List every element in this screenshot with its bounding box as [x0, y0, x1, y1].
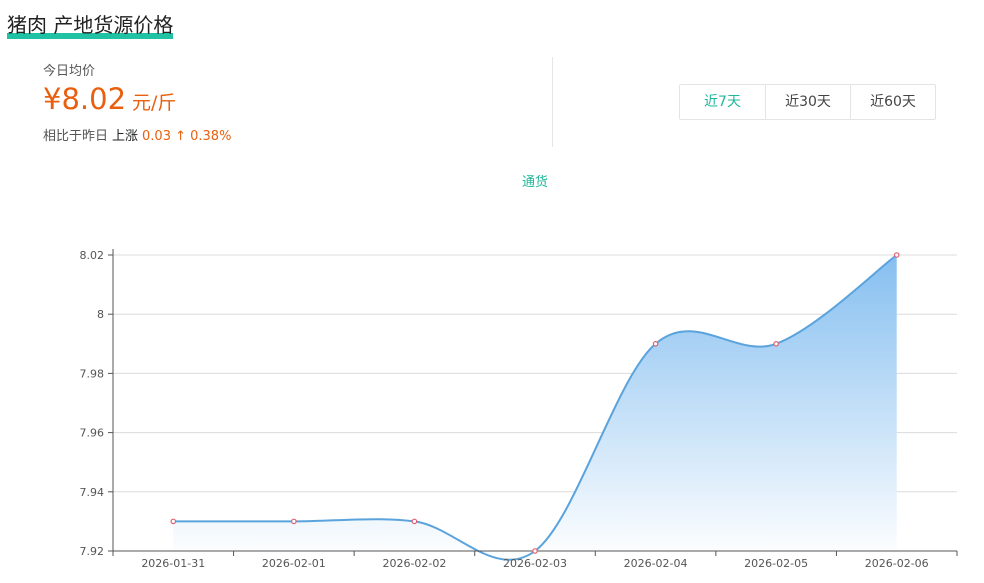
data-point[interactable]: [291, 518, 297, 525]
avg-price-value: ¥8.02: [43, 82, 127, 116]
y-tick-label: 7.94: [80, 486, 105, 499]
y-tick-label: 7.98: [80, 367, 105, 380]
price-chart: 通货 7.92 7.94 7.96 7.98 8 8.02 2026-01-31 2026-…: [0, 165, 984, 583]
tab-60-days[interactable]: 近60天: [850, 85, 935, 119]
title-block: 猪肉 产地货源价格: [7, 9, 174, 39]
y-tick-label: 7.92: [80, 545, 105, 558]
data-points: [170, 252, 900, 554]
y-tick-label: 8.02: [80, 249, 105, 262]
x-tick-label: 2026-02-06: [865, 557, 929, 570]
avg-price-label: 今日均价: [43, 64, 96, 79]
trend-word: 上涨: [112, 129, 139, 144]
price-unit: 元/斤: [132, 92, 177, 114]
price-row: ¥8.02 元/斤: [43, 82, 231, 121]
data-point[interactable]: [652, 341, 659, 347]
compare-row: 相比于昨日 上涨 0.03 ↑ 0.38%: [43, 125, 231, 144]
x-tick-label: 2026-02-04: [624, 557, 688, 570]
compare-label: 相比于昨日: [43, 129, 109, 144]
y-axis-ticks: 7.92 7.94 7.96 7.98 8 8.02: [80, 249, 113, 558]
x-tick-label: 2026-02-05: [744, 557, 808, 570]
price-summary: 今日均价 ¥8.02 元/斤 相比于昨日 上涨 0.03 ↑ 0.38%: [43, 60, 231, 144]
x-tick-label: 2026-02-02: [382, 557, 446, 570]
x-axis-ticks: 2026-01-31 2026-02-01 2026-02-02 2026-02-03…: [112, 551, 958, 570]
y-tick-label: 7.96: [80, 427, 105, 440]
data-point[interactable]: [773, 341, 779, 347]
area-fill: [173, 255, 897, 560]
chart-legend[interactable]: 通货: [522, 174, 548, 190]
x-tick-label: 2026-01-31: [141, 557, 205, 570]
tab-7-days[interactable]: 近7天: [704, 94, 741, 110]
trend-value: 0.03 ↑ 0.38%: [142, 129, 232, 144]
x-tick-label: 2026-02-03: [503, 557, 567, 570]
data-point[interactable]: [532, 548, 538, 554]
data-point[interactable]: [170, 518, 177, 525]
x-tick-label: 2026-02-01: [262, 557, 326, 570]
vertical-divider: [552, 57, 553, 147]
range-tabs: 近7天 近30天 近60天: [679, 84, 936, 120]
data-point[interactable]: [411, 518, 418, 525]
page-title: 猪肉 产地货源价格: [7, 13, 174, 39]
tab-30-days[interactable]: 近30天: [765, 85, 850, 119]
y-tick-label: 8: [97, 308, 104, 321]
data-point[interactable]: [893, 252, 900, 258]
